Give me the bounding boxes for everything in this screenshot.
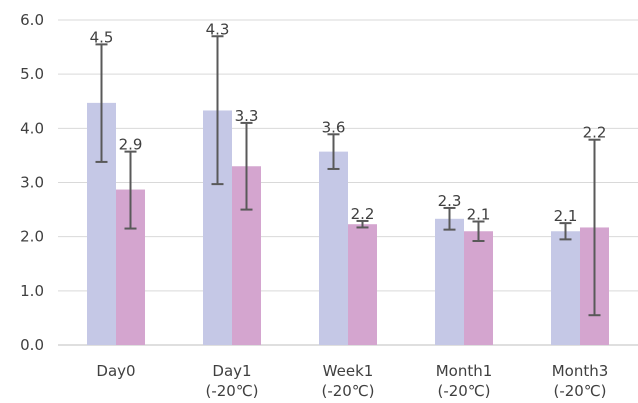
- x-category-label: (-20℃): [553, 382, 606, 400]
- x-category-label: Week1: [323, 362, 374, 380]
- y-tick-label: 3.0: [20, 174, 44, 192]
- bar: [464, 231, 493, 345]
- x-category-label: (-20℃): [205, 382, 258, 400]
- data-label: 2.9: [119, 136, 143, 154]
- x-category-label: Day1: [212, 362, 251, 380]
- error-bars: [95, 35, 601, 317]
- y-tick-label: 0.0: [20, 336, 44, 354]
- y-tick-label: 2.0: [20, 228, 44, 246]
- data-labels: 4.5 2.9 4.3 3.3 3.6 2.2 2.3 2.1 2.1 2.2: [90, 20, 607, 225]
- data-label: 3.3: [235, 107, 259, 125]
- x-category-label: Day0: [96, 362, 135, 380]
- x-category-label: (-20℃): [437, 382, 490, 400]
- y-tick-label: 5.0: [20, 65, 44, 83]
- x-axis-category-labels: Day0 Day1 (-20℃) Week1 (-20℃) Month1 (-20℃) Mon…: [96, 362, 608, 400]
- data-label: 2.2: [351, 205, 375, 223]
- data-label: 2.2: [583, 124, 607, 142]
- data-label: 3.6: [322, 118, 346, 136]
- data-label: 4.5: [90, 28, 114, 46]
- data-label: 2.3: [438, 192, 462, 210]
- y-axis-tick-labels: 0.0 1.0 2.0 3.0 4.0 5.0 6.0: [20, 11, 44, 354]
- bar: [551, 231, 580, 345]
- x-category-label: (-20℃): [321, 382, 374, 400]
- y-tick-label: 6.0: [20, 11, 44, 29]
- bar: [435, 218, 464, 345]
- x-category-label: Month1: [436, 362, 493, 380]
- bar: [348, 224, 377, 345]
- bars: [87, 102, 609, 345]
- y-tick-label: 1.0: [20, 282, 44, 300]
- x-category-label: Month3: [552, 362, 609, 380]
- y-tick-label: 4.0: [20, 119, 44, 137]
- data-label: 4.3: [206, 20, 230, 38]
- bar: [319, 151, 348, 345]
- data-label: 2.1: [467, 206, 491, 224]
- data-label: 2.1: [554, 207, 578, 225]
